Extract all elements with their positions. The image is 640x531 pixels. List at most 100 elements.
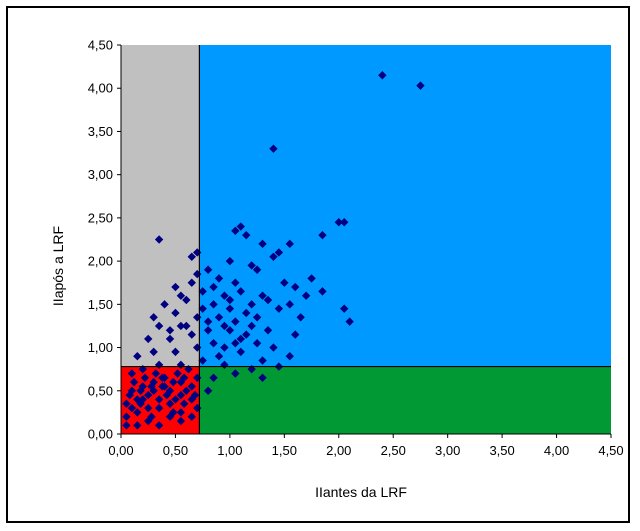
data-point bbox=[133, 408, 142, 417]
data-point bbox=[190, 390, 200, 400]
x-tick-label: 0,00 bbox=[108, 443, 133, 458]
y-axis-label: IIapós a LRF bbox=[50, 226, 66, 306]
data-point bbox=[307, 274, 316, 283]
data-point bbox=[198, 287, 207, 296]
data-point bbox=[220, 343, 229, 352]
data-point bbox=[187, 252, 196, 261]
axes bbox=[120, 45, 611, 435]
data-point bbox=[133, 352, 142, 361]
data-point bbox=[242, 330, 251, 339]
data-point bbox=[236, 287, 245, 296]
y-axis-ticks: 0,00 0,50 1,00 1,50 2,00 2,50 3,00 3,50 4,00 4,50 bbox=[88, 38, 121, 442]
x-axis-label: IIantes da LRF bbox=[315, 484, 407, 500]
data-point bbox=[231, 226, 240, 236]
y-tick-label: 3,00 bbox=[88, 167, 113, 182]
data-point bbox=[203, 326, 213, 335]
data-point bbox=[171, 282, 180, 292]
data-point bbox=[165, 334, 175, 344]
x-tick-label: 4,00 bbox=[544, 443, 569, 458]
region-top-right bbox=[199, 45, 611, 367]
x-tick-label: 2,50 bbox=[381, 443, 406, 458]
data-point bbox=[214, 352, 224, 361]
data-point bbox=[176, 408, 186, 417]
data-point bbox=[301, 291, 311, 300]
data-point bbox=[173, 369, 182, 378]
data-point bbox=[176, 321, 186, 331]
data-point bbox=[187, 278, 196, 287]
data-point bbox=[125, 390, 134, 400]
data-point bbox=[269, 252, 278, 261]
data-point bbox=[149, 313, 158, 322]
data-point bbox=[147, 412, 156, 421]
data-point bbox=[187, 382, 196, 391]
data-point bbox=[176, 291, 186, 300]
data-point bbox=[269, 343, 278, 352]
x-tick-label: 0,50 bbox=[163, 443, 188, 458]
data-point bbox=[165, 326, 175, 335]
data-point bbox=[127, 386, 137, 395]
data-point bbox=[129, 377, 139, 387]
x-tick-label: 3,50 bbox=[489, 443, 514, 458]
data-point bbox=[231, 278, 240, 287]
data-point bbox=[136, 386, 145, 395]
data-point bbox=[122, 399, 131, 408]
x-tick-label: 4,50 bbox=[598, 443, 623, 458]
data-point bbox=[214, 274, 224, 283]
y-tick-label: 4,50 bbox=[88, 38, 113, 53]
data-point bbox=[225, 295, 235, 305]
data-point bbox=[247, 300, 256, 309]
data-point bbox=[171, 347, 180, 357]
data-point bbox=[154, 235, 164, 244]
data-point bbox=[136, 399, 145, 408]
data-point bbox=[318, 230, 327, 240]
data-point bbox=[140, 373, 150, 383]
data-point bbox=[179, 373, 189, 383]
x-tick-label: 2,00 bbox=[326, 443, 351, 458]
data-point bbox=[176, 377, 186, 387]
data-point bbox=[274, 304, 284, 313]
data-point bbox=[154, 421, 164, 430]
data-point bbox=[247, 261, 256, 270]
data-point bbox=[242, 230, 251, 240]
data-point bbox=[122, 421, 131, 430]
data-point bbox=[187, 330, 196, 339]
data-point bbox=[378, 71, 387, 80]
data-point bbox=[252, 313, 262, 322]
data-point bbox=[169, 408, 178, 417]
data-point bbox=[291, 282, 300, 292]
data-point bbox=[187, 412, 196, 421]
data-point bbox=[154, 321, 164, 331]
data-point bbox=[203, 265, 213, 274]
data-point bbox=[165, 399, 175, 408]
data-point bbox=[182, 295, 191, 305]
data-point bbox=[171, 308, 180, 318]
data-point bbox=[176, 416, 186, 426]
data-point bbox=[231, 369, 240, 378]
data-point bbox=[340, 218, 349, 227]
y-tick-label: 2,00 bbox=[88, 254, 113, 269]
x-tick-label: 1,50 bbox=[272, 443, 297, 458]
data-point bbox=[285, 352, 294, 361]
data-point bbox=[198, 356, 207, 365]
data-point bbox=[169, 377, 178, 387]
region-bottom-right bbox=[199, 366, 611, 434]
data-point bbox=[209, 282, 218, 292]
data-point bbox=[247, 321, 256, 331]
region-top-left bbox=[121, 45, 200, 367]
data-point bbox=[258, 356, 267, 365]
data-point bbox=[285, 300, 294, 309]
data-point bbox=[225, 256, 235, 266]
y-tick-label: 0,50 bbox=[88, 383, 113, 398]
y-tick-label: 1,00 bbox=[88, 340, 113, 355]
data-point bbox=[416, 81, 425, 90]
data-point bbox=[144, 334, 153, 344]
data-point bbox=[127, 403, 137, 413]
data-point bbox=[147, 382, 156, 391]
data-point bbox=[291, 330, 300, 339]
data-point bbox=[176, 390, 186, 400]
data-point bbox=[203, 317, 213, 326]
data-point bbox=[236, 222, 245, 231]
data-point bbox=[209, 373, 218, 383]
data-point bbox=[258, 373, 267, 383]
plot-regions bbox=[121, 45, 611, 434]
